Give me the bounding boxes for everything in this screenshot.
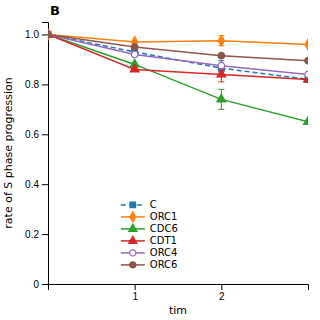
legend: CORC1CDC6CDT1ORC4ORC6	[121, 199, 178, 270]
y-tick-mark	[42, 234, 48, 235]
legend-swatch-marker	[130, 212, 136, 222]
series	[48, 29, 308, 124]
y-tick-mark	[42, 284, 48, 285]
y-tick: 1.0	[25, 29, 48, 40]
marks	[48, 29, 308, 124]
point	[131, 44, 138, 51]
point	[217, 69, 226, 77]
y-tick: 0.2	[25, 229, 48, 240]
legend-item: CDC6	[121, 223, 178, 234]
point	[217, 94, 226, 102]
series-line	[48, 34, 308, 74]
x-axis-line	[49, 285, 309, 291]
legend-swatch-marker	[130, 202, 135, 207]
y-tick-mark	[42, 84, 48, 85]
y-axis-line	[42, 23, 49, 285]
x-tick: 1	[132, 284, 138, 302]
point	[48, 32, 51, 38]
title: B	[50, 3, 60, 18]
point	[48, 29, 51, 40]
legend-swatch-marker	[130, 262, 136, 268]
series	[48, 29, 308, 82]
legend-item: ORC6	[121, 259, 178, 270]
legend-label: ORC4	[150, 247, 178, 258]
point	[305, 71, 308, 78]
error-bar	[218, 36, 224, 46]
legend-label: ORC1	[150, 211, 178, 222]
series-line	[48, 34, 308, 79]
legend-item: CDT1	[121, 235, 177, 246]
legend-item: ORC4	[121, 247, 178, 258]
y-tick-mark	[42, 134, 48, 135]
y-tick-mark	[42, 184, 48, 185]
y-tick: 0	[33, 279, 48, 290]
legend-label: CDT1	[150, 235, 177, 246]
point	[218, 52, 225, 59]
series	[48, 31, 308, 64]
y-tick-label: 0	[33, 279, 39, 290]
x-axis-title: tim	[169, 304, 187, 317]
y-tick: 0.4	[25, 179, 48, 190]
y-tick-label: 0.6	[25, 129, 39, 140]
x-tick-mark	[135, 284, 136, 290]
y-tick: 0.6	[25, 129, 48, 140]
x-tick-mark	[221, 284, 222, 290]
x-axis: 12	[49, 284, 309, 302]
legend-label: CDC6	[150, 223, 178, 234]
point	[130, 64, 139, 72]
series	[48, 32, 308, 83]
point	[48, 31, 51, 38]
point	[131, 51, 138, 58]
legend-label: C	[150, 199, 157, 210]
x-tick-label: 2	[219, 291, 225, 302]
series	[48, 31, 308, 78]
legend-item: C	[121, 199, 157, 210]
y-tick-label: 0.8	[25, 79, 39, 90]
point	[218, 62, 225, 69]
series-line	[48, 34, 308, 60]
point	[305, 39, 308, 50]
y-tick-mark	[42, 34, 48, 35]
point	[48, 31, 51, 38]
legend-item: ORC1	[121, 211, 178, 222]
y-tick: 0.8	[25, 79, 48, 90]
legend-swatch-marker	[130, 250, 136, 256]
plot-root: 1200.20.40.60.81.0Btimrate of S phase pr…	[2, 3, 312, 317]
point	[218, 35, 224, 46]
point	[304, 117, 308, 125]
y-tick-label: 0.2	[25, 229, 39, 240]
y-tick-label: 1.0	[25, 29, 39, 40]
x-tick-label: 1	[132, 291, 138, 302]
y-tick-label: 0.4	[25, 179, 39, 190]
series-line	[48, 34, 308, 121]
legend-label: ORC6	[150, 259, 178, 270]
x-tick: 2	[219, 284, 225, 302]
legend-swatch-marker	[129, 236, 137, 243]
legend-swatch-marker	[129, 224, 137, 231]
y-axis: 0 0.2 0.4 0.6 0.8 1.0	[25, 23, 48, 290]
y-axis-title: rate of S phase progression	[2, 77, 15, 228]
series-line	[48, 34, 308, 79]
point	[305, 57, 308, 64]
chart: 1200.20.40.60.81.0Btimrate of S phase pr…	[0, 0, 320, 320]
